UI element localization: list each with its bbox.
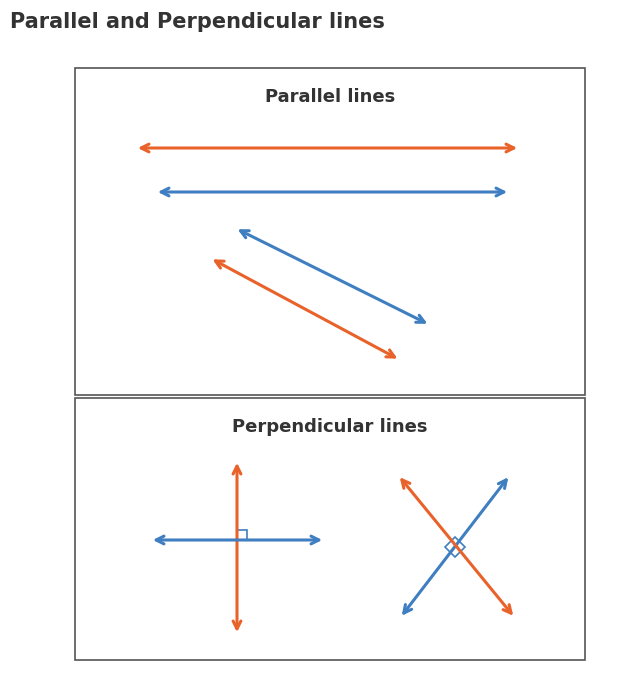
Text: Perpendicular lines: Perpendicular lines [232,418,428,436]
Text: Parallel and Perpendicular lines: Parallel and Perpendicular lines [10,12,385,32]
Text: Parallel lines: Parallel lines [265,88,395,106]
